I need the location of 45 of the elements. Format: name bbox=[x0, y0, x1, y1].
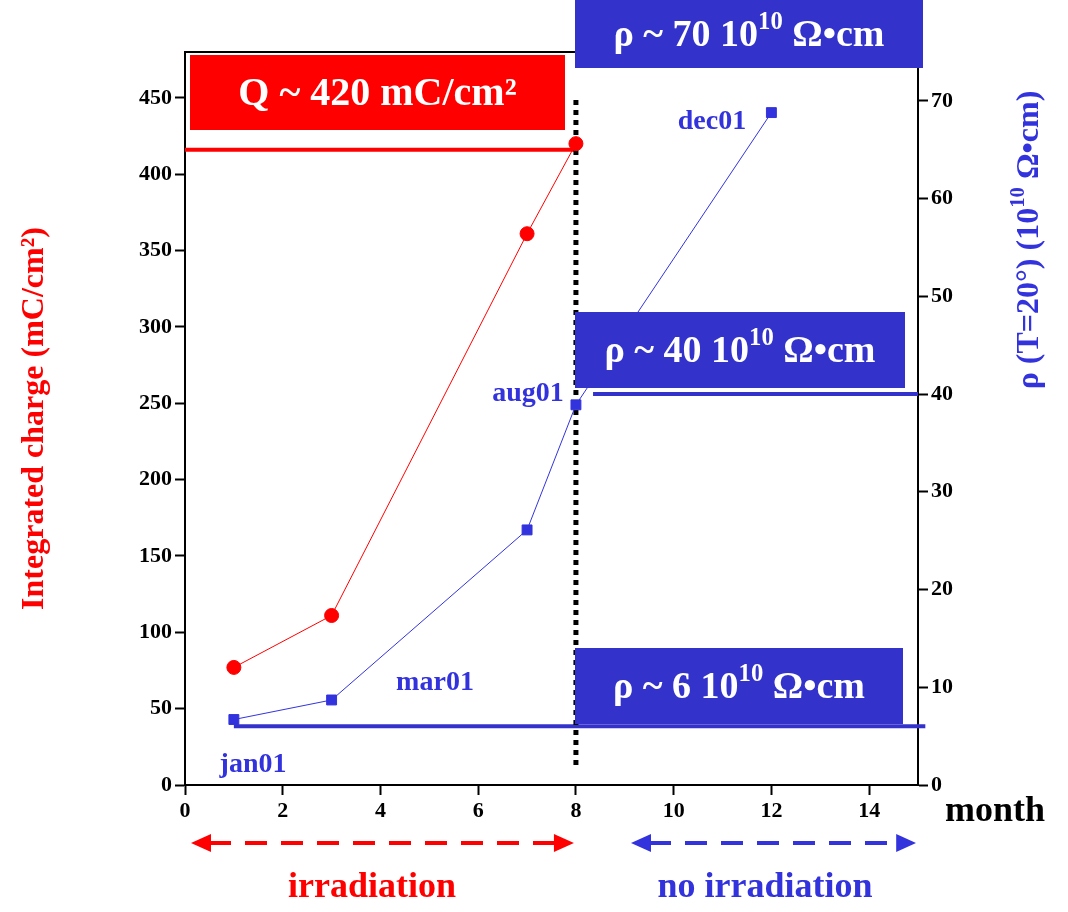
point bbox=[521, 524, 533, 536]
point bbox=[228, 714, 240, 725]
x-tick-label: 14 bbox=[858, 796, 881, 822]
y-tick-label: 450 bbox=[139, 83, 172, 109]
annotation: jan01 bbox=[218, 747, 287, 779]
y2-tick-label: 30 bbox=[931, 477, 953, 503]
x-tick-label: 2 bbox=[277, 796, 289, 822]
annotation: mar01 bbox=[396, 665, 474, 697]
y2-axis-title: ρ (T=20°) (1010 Ω•cm) bbox=[1005, 90, 1046, 390]
y2-tick-label: 40 bbox=[931, 379, 953, 405]
x-tick-label: 8 bbox=[570, 796, 582, 822]
x-tick-label: 12 bbox=[760, 796, 783, 822]
y-tick-label: 50 bbox=[150, 694, 172, 720]
y-tick-label: 200 bbox=[139, 465, 172, 491]
point bbox=[570, 399, 582, 411]
annotation: dec01 bbox=[677, 104, 747, 136]
point bbox=[568, 136, 584, 152]
y2-tick-label: 0 bbox=[931, 770, 942, 796]
y2-tick-label: 60 bbox=[931, 184, 953, 210]
y2-tick-label: 10 bbox=[931, 672, 953, 698]
point bbox=[324, 607, 340, 623]
y-tick-label: 350 bbox=[139, 236, 172, 262]
annotation: aug01 bbox=[492, 376, 564, 408]
y2-tick-label: 20 bbox=[931, 575, 953, 601]
y2-tick-label: 70 bbox=[931, 86, 953, 112]
x-tick-label: 6 bbox=[472, 796, 484, 822]
point bbox=[519, 226, 535, 242]
ref-line-label: Q ~ 420 mC/cm² bbox=[238, 68, 517, 114]
x-tick-label: 4 bbox=[374, 796, 386, 822]
point bbox=[765, 107, 777, 119]
y-tick-label: 300 bbox=[139, 312, 172, 338]
y-tick-label: 250 bbox=[139, 388, 172, 414]
point bbox=[226, 659, 242, 675]
y-tick-label: 0 bbox=[161, 770, 172, 796]
y2-tick-label: 50 bbox=[931, 282, 953, 308]
x-tick-label: 10 bbox=[662, 796, 685, 822]
text: irradiation bbox=[288, 865, 456, 906]
y-tick-label: 400 bbox=[139, 159, 172, 185]
point bbox=[326, 694, 338, 706]
y-tick-label: 100 bbox=[139, 617, 172, 643]
y-axis-title: Integrated charge (mC/cm²) bbox=[14, 227, 51, 610]
text: no irradiation bbox=[657, 865, 873, 906]
y-tick-label: 150 bbox=[139, 541, 172, 567]
x-tick-label: 0 bbox=[179, 796, 191, 822]
x-axis-title: month bbox=[945, 789, 1046, 830]
